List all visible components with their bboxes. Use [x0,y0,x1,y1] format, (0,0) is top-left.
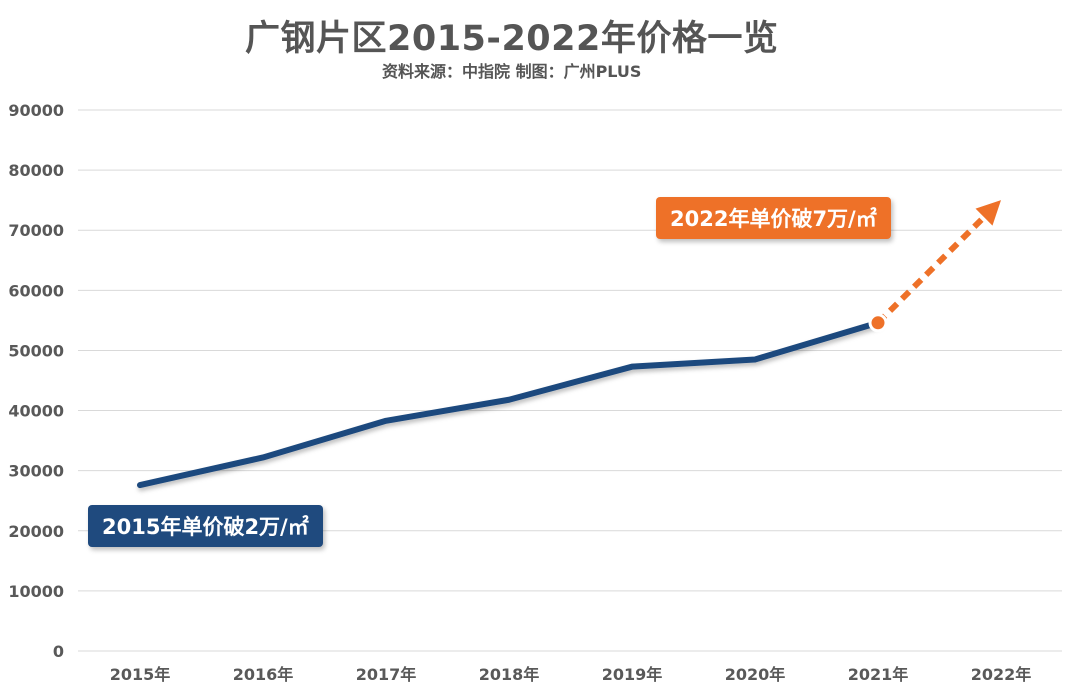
x-tick-label: 2019年 [602,665,663,684]
chart-subtitle: 资料来源：中指院 制图：广州PLUS [382,62,642,81]
chart-title: 广钢片区2015-2022年价格一览 [245,19,779,59]
y-tick-label: 10000 [8,582,64,601]
y-tick-label: 30000 [8,462,64,481]
x-tick-label: 2021年 [848,665,909,684]
callout-2022: 2022年单价破7万/㎡ [656,197,891,239]
x-tick-label: 2018年 [479,665,540,684]
x-tick-label: 2017年 [356,665,417,684]
projection-dashed-line [875,214,987,325]
x-tick-label: 2020年 [725,665,786,684]
y-tick-label: 50000 [8,341,64,360]
y-tick-label: 60000 [8,281,64,300]
projection-layer [868,200,1001,333]
y-tick-label: 70000 [8,221,64,240]
x-tick-label: 2022年 [971,665,1032,684]
y-tick-label: 0 [53,642,64,661]
x-tick-label: 2016年 [233,665,294,684]
y-tick-label: 80000 [8,161,64,180]
projection-start-point [868,313,888,333]
callout-2015: 2015年单价破2万/㎡ [88,505,323,547]
series-layer [137,319,881,489]
series-line [137,319,881,489]
projection-arrowhead [975,200,1001,226]
y-axis-ticks: 0 10000 20000 30000 40000 50000 60000 70000 8000… [8,101,64,661]
x-tick-label: 2015年 [110,665,171,684]
y-tick-label: 20000 [8,522,64,541]
y-tick-label: 40000 [8,402,64,421]
x-axis-ticks: 2015年 2016年 2017年 2018年 2019年 2020年 2021年 2022年 [110,665,1032,684]
y-tick-label: 90000 [8,101,64,120]
